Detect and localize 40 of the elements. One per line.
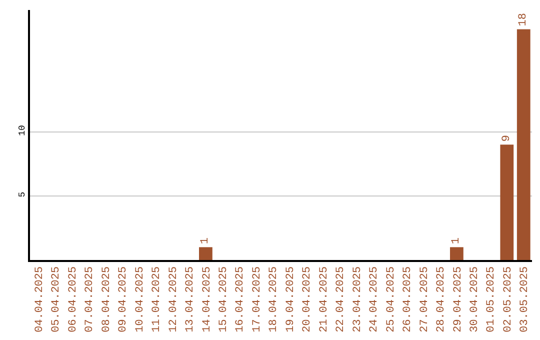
x-tick-label: 12.04.2025 [168,266,180,332]
x-tick-label: 17.04.2025 [251,266,264,332]
x-tick-label: 11.04.2025 [151,266,164,332]
x-tick-label: 28.04.2025 [436,266,448,332]
x-tick-label: 21.04.2025 [318,266,330,332]
y-tick-label: 5 [17,192,28,198]
x-tick-label: 20.04.2025 [302,266,314,332]
x-tick-label: 10.04.2025 [134,266,146,332]
x-tick-label: 08.04.2025 [100,266,113,332]
x-tick-label: 14.04.2025 [201,266,214,332]
x-tick-label: 13.04.2025 [184,266,197,332]
x-tick-label: 30.04.2025 [469,266,482,332]
x-tick-label: 16.04.2025 [234,266,247,332]
data-label: 9 [500,135,513,142]
x-tick-label: 25.04.2025 [385,266,398,332]
x-tick-label: 03.05.2025 [519,266,532,332]
x-tick-label: 29.04.2025 [452,266,464,332]
x-tick-label: 18.04.2025 [268,266,280,332]
x-tick-label: 27.04.2025 [418,266,431,332]
bar [199,247,212,260]
x-tick-label: 05.04.2025 [50,266,63,332]
x-tick-label: 15.04.2025 [218,266,230,332]
x-tick-label: 01.05.2025 [486,266,498,332]
x-tick-label: 04.04.2025 [34,266,46,332]
x-tick-label: 26.04.2025 [402,266,414,332]
x-tick-label: 22.04.2025 [335,266,348,332]
bar [516,29,530,260]
x-tick-label: 02.05.2025 [502,266,514,332]
x-tick-label: 07.04.2025 [84,266,96,332]
x-tick-label: 06.04.2025 [67,266,80,332]
x-tick-label: 09.04.2025 [118,266,130,332]
x-tick-label: 24.04.2025 [368,266,381,332]
bar [450,247,464,260]
y-tick-label: 10 [17,125,28,136]
data-label: 18 [518,13,530,26]
bar [500,144,514,260]
data-label: 1 [200,237,212,244]
x-tick-label: 19.04.2025 [284,266,297,332]
data-label: 1 [450,237,463,244]
x-tick-label: 23.04.2025 [352,266,364,332]
